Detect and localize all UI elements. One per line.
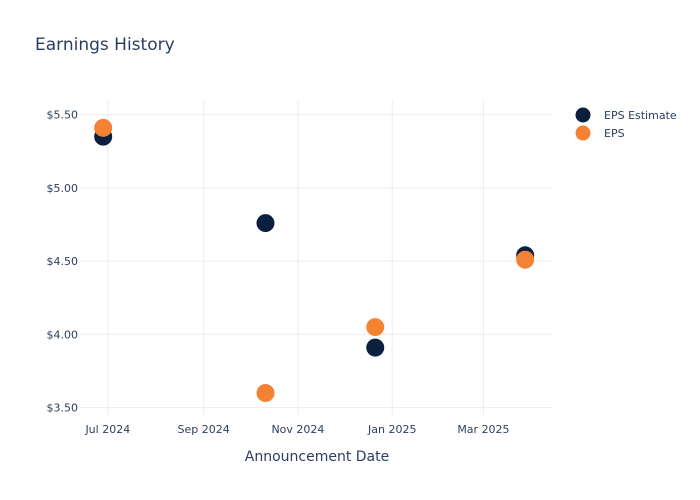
y-tick-label: $5.00: [47, 182, 79, 195]
eps-point[interactable]: [516, 250, 535, 269]
x-axis-title: Announcement Date: [245, 449, 389, 465]
eps-point[interactable]: [366, 318, 385, 337]
y-tick-label: $5.50: [47, 109, 79, 122]
grid: [80, 100, 553, 415]
y-axis-ticks: $3.50 $4.00 $4.50 $5.00 $5.50: [47, 109, 79, 415]
x-tick-label: Jul 2024: [84, 423, 130, 436]
legend-item-eps-estimate[interactable]: EPS Estimate: [575, 107, 677, 123]
y-tick-label: $4.00: [47, 328, 79, 341]
data-points: [94, 118, 535, 403]
legend-label: EPS: [604, 127, 625, 140]
x-tick-label: Mar 2025: [457, 423, 509, 436]
eps-estimate-point[interactable]: [256, 214, 275, 233]
x-tick-label: Jan 2025: [367, 423, 416, 436]
y-tick-label: $4.50: [47, 255, 79, 268]
eps-point[interactable]: [256, 384, 275, 403]
x-axis-ticks: Jul 2024 Sep 2024 Nov 2024 Jan 2025 Mar 2025: [84, 423, 509, 436]
legend-marker: [575, 107, 591, 123]
y-tick-label: $3.50: [47, 402, 79, 415]
chart-title: Earnings History: [35, 35, 175, 55]
legend-label: EPS Estimate: [604, 109, 677, 122]
x-tick-label: Nov 2024: [271, 423, 324, 436]
legend[interactable]: EPS Estimate EPS: [575, 107, 677, 141]
eps-point[interactable]: [94, 118, 113, 137]
eps-estimate-point[interactable]: [366, 338, 385, 357]
x-tick-label: Sep 2024: [178, 423, 230, 436]
legend-item-eps[interactable]: EPS: [575, 125, 625, 141]
legend-marker: [575, 125, 591, 141]
